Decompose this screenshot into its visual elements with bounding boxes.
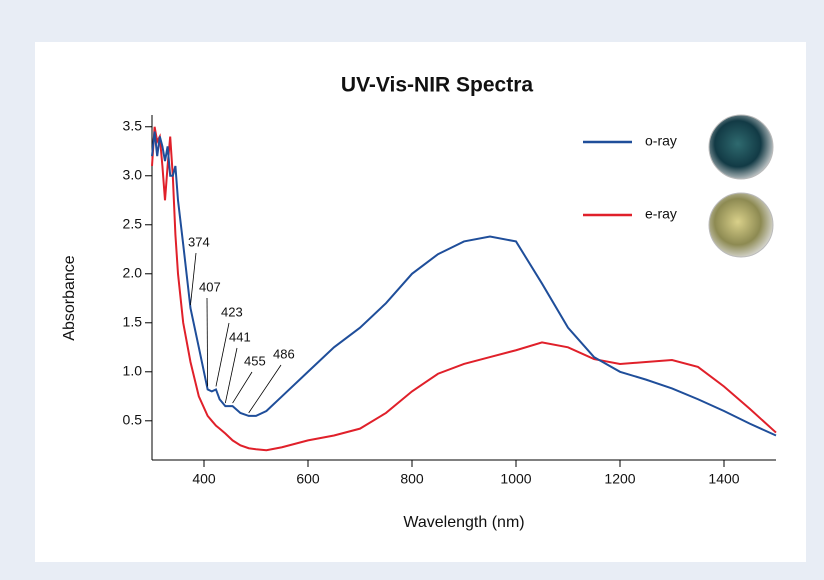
o-ray-gem-image [709, 115, 773, 179]
x-tick-label: 600 [296, 471, 320, 487]
y-tick-label: 3.5 [123, 117, 143, 133]
annotation: 407 [199, 279, 221, 294]
annotation: 374 [188, 234, 210, 249]
x-tick-label: 800 [400, 471, 424, 487]
annotation: 486 [273, 346, 295, 361]
y-tick-label: 2.5 [123, 215, 143, 231]
annotation: 423 [221, 304, 243, 319]
legend-label: o-ray [645, 133, 677, 149]
x-axis-label: Wavelength (nm) [403, 514, 524, 531]
page: UV-Vis-NIR Spectra Wavelength (nm) Absor… [0, 0, 824, 580]
chart: UV-Vis-NIR Spectra Wavelength (nm) Absor… [0, 0, 824, 580]
chart-title: UV-Vis-NIR Spectra [341, 74, 533, 97]
x-tick-label: 1200 [604, 471, 635, 487]
y-tick-label: 0.5 [123, 411, 143, 427]
y-tick-label: 1.5 [123, 313, 143, 329]
x-tick-label: 1000 [500, 471, 531, 487]
y-tick-label: 1.0 [123, 362, 143, 378]
e-ray-gem-image [709, 193, 773, 257]
x-tick-label: 1400 [708, 471, 739, 487]
legend-label: e-ray [645, 206, 677, 222]
y-tick-label: 2.0 [123, 264, 143, 280]
x-tick-label: 400 [192, 471, 216, 487]
annotation: 441 [229, 329, 251, 344]
y-tick-label: 3.0 [123, 166, 143, 182]
annotation: 455 [244, 353, 266, 368]
y-axis-label: Absorbance [61, 255, 78, 340]
